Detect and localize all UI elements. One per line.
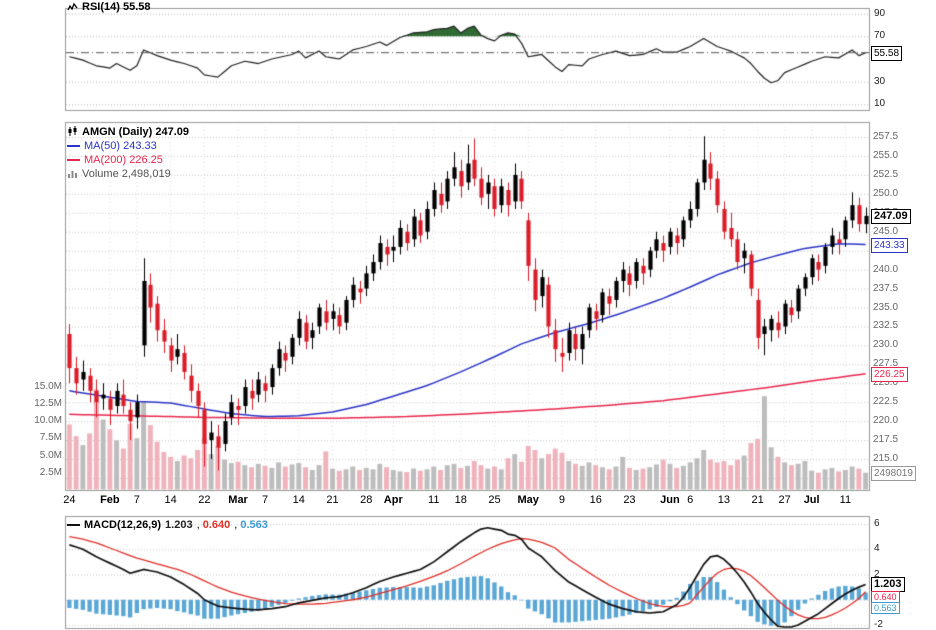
date-axis-month-label: Mar — [228, 494, 248, 506]
date-axis-label: 28 — [360, 494, 373, 506]
macd-axis-label: -2 — [874, 619, 883, 630]
price-axis-label: 255.0 — [873, 149, 899, 161]
volume-value-box: 2498019 — [871, 466, 916, 481]
macd-axis-label: 2 — [874, 568, 880, 580]
date-axis-month-label: Apr — [383, 494, 403, 506]
date-axis-label: 21 — [751, 494, 764, 506]
date-axis-label: 14 — [164, 494, 177, 506]
price-axis-label: 230.0 — [873, 339, 899, 351]
price-axis-label: 222.5 — [873, 396, 899, 408]
price-axis-label: 257.5 — [873, 131, 899, 142]
price-axis-label: 240.0 — [873, 263, 899, 275]
volume-axis-label: 2.5M — [39, 466, 62, 478]
volume-bars-icon — [68, 171, 77, 178]
price-axis-label: 215.0 — [873, 453, 899, 465]
rsi-axis-label: 30 — [874, 75, 886, 87]
price-axis-label: 235.0 — [873, 301, 899, 313]
macd-legend: MACD(12,26,9) 1.203 0.640 0.563 — [67, 519, 268, 531]
price-axis-label: 250.0 — [873, 187, 899, 199]
date-axis-label: 7 — [262, 494, 269, 506]
price-axis-label: 232.5 — [873, 320, 899, 332]
date-axis-label: 22 — [198, 494, 211, 506]
price-axis-label: 225.0 — [873, 377, 899, 389]
ma50-line-icon — [67, 144, 80, 147]
indicator-icon — [67, 2, 78, 10]
last-price-box: 247.09 — [871, 209, 911, 224]
macd-line-icon — [67, 524, 80, 526]
ma200-legend-row: MA(200) 226.25 — [67, 153, 189, 166]
date-axis-label: 13 — [717, 494, 731, 506]
price-axis-label: 237.5 — [873, 282, 899, 294]
date-axis-label: 9 — [558, 494, 566, 506]
date-axis-label: 16 — [589, 494, 602, 506]
date-axis-label: 11 — [428, 494, 440, 506]
ma50-value-box: 243.33 — [871, 238, 908, 253]
volume-axis-label: 10.0M — [34, 415, 62, 426]
macd-axis-label: 6 — [874, 518, 880, 529]
date-axis-label: 23 — [623, 494, 636, 506]
ma200-value-box: 226.25 — [871, 367, 908, 382]
rsi-legend-label: RSI(14) 55.58 — [82, 1, 151, 13]
price-axis-label: 245.0 — [873, 225, 899, 237]
date-axis-month-label: May — [517, 494, 539, 506]
macd-hist-value: 0.563 — [234, 519, 268, 531]
volume-axis-label: 7.5M — [39, 432, 62, 444]
volume-legend-label: Volume 2,498,019 — [82, 167, 171, 180]
price-axis-label: 227.5 — [873, 358, 899, 370]
symbol-legend-label: AMGN (Daily) 247.09 — [82, 125, 189, 138]
ma200-line-icon — [67, 158, 80, 161]
price-axis-label: 252.5 — [873, 168, 899, 180]
price-axis-label: 217.5 — [873, 434, 899, 446]
rsi-value-box: 55.58 — [871, 46, 903, 61]
date-axis-label: 6 — [687, 494, 694, 506]
rsi-axis-label: 70 — [874, 30, 886, 42]
ma200-legend-label: MA(200) 226.25 — [84, 153, 163, 166]
macd-hist-box: 0.563 — [871, 602, 900, 614]
date-axis-label: 21 — [326, 494, 339, 506]
date-axis-month-label: Feb — [100, 494, 120, 506]
date-axis-label: 18 — [454, 494, 467, 506]
date-axis-month-label: Jul — [803, 494, 820, 506]
date-axis-label: 14 — [292, 494, 305, 506]
price-axis-label: 220.0 — [873, 415, 899, 427]
macd-axis-label: 4 — [874, 543, 880, 555]
price-legend: AMGN (Daily) 247.09 MA(50) 243.33 MA(200… — [67, 125, 189, 180]
date-axis-label: 25 — [488, 494, 501, 506]
date-axis-month-label: Jun — [660, 494, 680, 506]
ma50-legend-row: MA(50) 243.33 — [67, 139, 189, 152]
date-axis-label: 24 — [63, 494, 76, 506]
volume-axis-label: 15.0M — [34, 380, 62, 392]
rsi-axis-label: 90 — [874, 7, 886, 19]
candlestick-icon — [68, 126, 77, 136]
date-axis-label: 11 — [839, 494, 852, 506]
volume-axis-label: 5.0M — [39, 449, 62, 461]
volume-axis-label: 12.5M — [34, 397, 62, 409]
symbol-legend-row: AMGN (Daily) 247.09 — [67, 125, 189, 138]
date-axis-label: 27 — [778, 494, 791, 506]
macd-value: 1.203 — [165, 519, 193, 531]
ma50-legend-label: MA(50) 243.33 — [84, 139, 157, 152]
volume-legend-row: Volume 2,498,019 — [67, 167, 189, 180]
rsi-axis-label: 10 — [874, 98, 886, 110]
macd-value-box: 1.203 — [871, 577, 905, 592]
rsi-legend: RSI(14) 55.58 — [67, 1, 150, 13]
date-axis-label: 7 — [133, 494, 140, 506]
macd-legend-label: MACD(12,26,9) — [84, 519, 162, 531]
macd-signal-value: 0.640 — [197, 519, 231, 531]
